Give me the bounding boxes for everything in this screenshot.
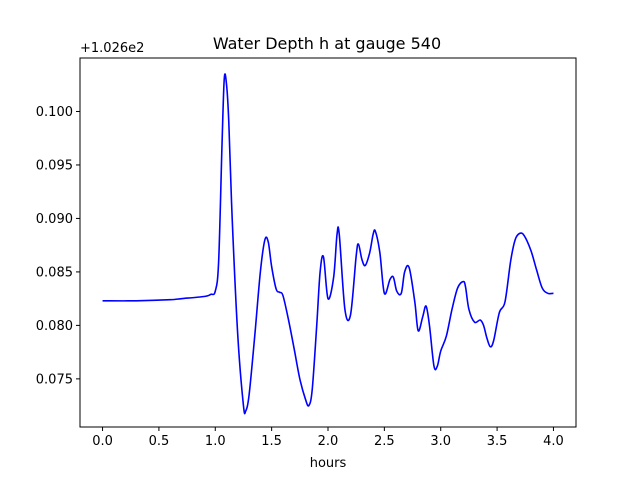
line-series (102, 73, 554, 415)
x-tick-label: 0.5 (149, 434, 170, 449)
x-tick-label: 0.0 (92, 434, 113, 449)
y-tick-label: 0.100 (36, 105, 73, 120)
chart-title: Water Depth h at gauge 540 (213, 34, 441, 53)
y-offset-label: +1.026e2 (80, 41, 144, 56)
x-axis-label: hours (310, 456, 347, 471)
x-tick-label: 3.0 (430, 434, 451, 449)
x-tick-label: 3.5 (487, 434, 508, 449)
series-line (102, 73, 554, 415)
y-tick-label: 0.090 (36, 212, 73, 227)
x-tick-label: 2.0 (318, 434, 339, 449)
y-tick-label: 0.075 (36, 372, 73, 387)
x-axis: 0.0 0.5 1.0 1.5 2.0 2.5 3.0 3.5 4.0 (92, 427, 564, 449)
x-tick-label: 4.0 (543, 434, 564, 449)
y-tick-label: 0.080 (36, 319, 73, 334)
y-tick-label: 0.095 (36, 158, 73, 173)
x-tick-label: 1.5 (261, 434, 282, 449)
y-axis: 0.075 0.080 0.085 0.090 0.095 0.100 (36, 105, 80, 387)
y-tick-label: 0.085 (36, 265, 73, 280)
x-tick-label: 1.0 (205, 434, 226, 449)
plot-frame (79, 57, 577, 428)
x-tick-label: 2.5 (374, 434, 395, 449)
